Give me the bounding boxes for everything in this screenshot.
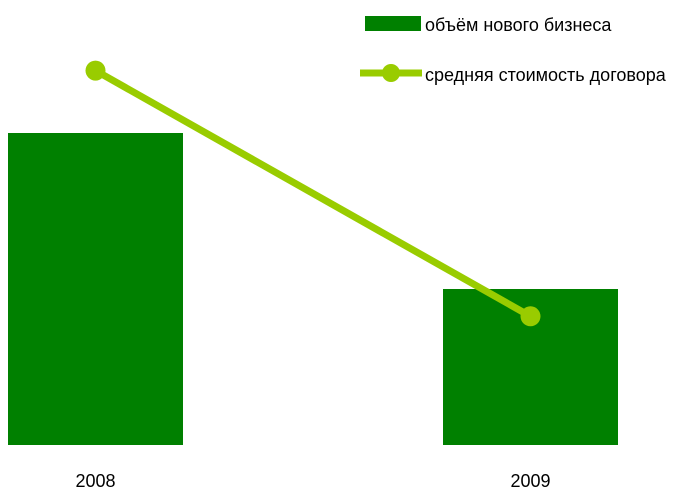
x-tick-label: 2009 [510,471,550,489]
x-tick-label: 2008 [75,471,115,489]
marker [85,60,106,81]
line [93,67,533,320]
legend-swatch [365,16,421,31]
legend-label: объём нового бизнеса [425,15,612,35]
marker [520,306,541,327]
legend-marker [382,64,400,82]
bar [8,133,183,445]
legend-label: средняя стоимость договора [425,65,666,85]
